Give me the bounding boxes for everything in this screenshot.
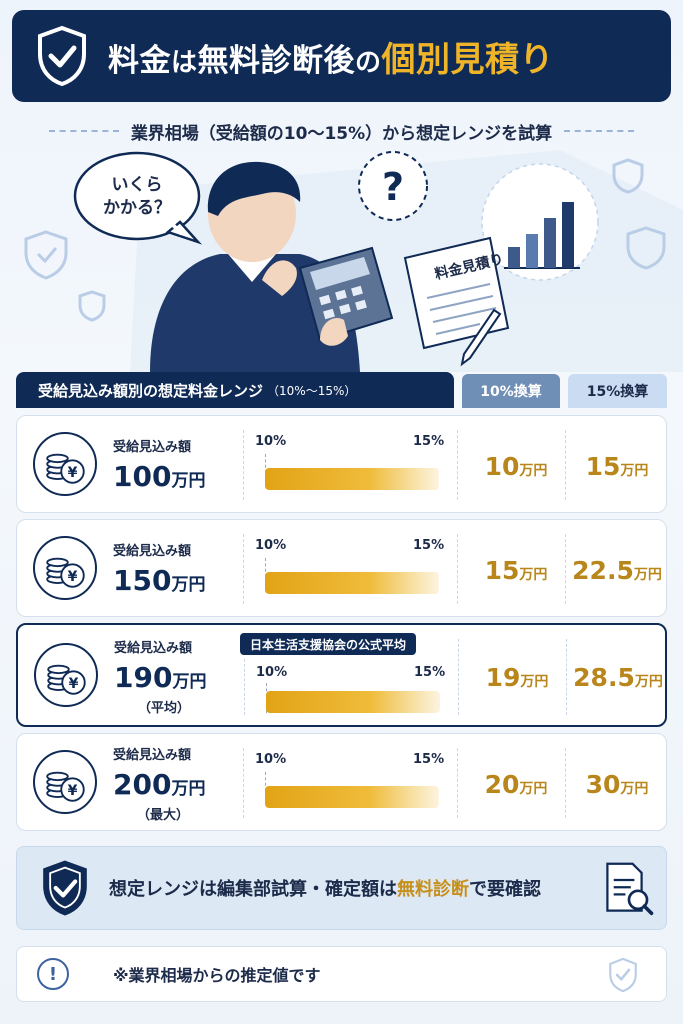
pen-icon	[460, 308, 502, 367]
hero-banner: 料金は無料診断後の個別見積り	[12, 10, 671, 102]
divider	[457, 534, 458, 604]
svg-text:かかる？: かかる？	[103, 198, 171, 218]
shield-check-icon	[38, 25, 86, 87]
range-bar-fill	[265, 786, 439, 808]
amount-label: 受給見込み額	[113, 748, 192, 763]
value-10pct: 19万円	[485, 663, 549, 692]
subheading: 業界相場（受給額の10〜15%）から想定レンジを試算	[0, 117, 683, 145]
yen-coin-icon: ¥	[33, 750, 97, 814]
column-header-15pct: 15%換算	[568, 374, 667, 408]
info-exclamation-icon: !	[37, 958, 69, 990]
amount-value: 150万円	[113, 564, 206, 597]
table-header: 受給見込み額別の想定料金レンジ （10%〜15%） 10%換算 15%換算	[16, 372, 667, 408]
table-header-main: 受給見込み額別の想定料金レンジ （10%〜15%）	[16, 372, 454, 408]
divider	[458, 639, 459, 715]
svg-text:¥: ¥	[68, 783, 78, 799]
table-row: ¥ 受給見込み額 150万円 10% 15% 15万円 22.5万円	[16, 519, 667, 617]
illustration-person-calculator: いくら かかる？ ? 料金見積り	[24, 150, 683, 372]
column-header-10pct: 10%換算	[462, 374, 560, 408]
divider	[243, 748, 244, 818]
divider	[457, 430, 458, 500]
yen-coin-icon: ¥	[33, 432, 97, 496]
divider	[243, 534, 244, 604]
amount-value: 100万円	[113, 460, 206, 493]
question-icon: ?	[358, 151, 428, 221]
divider	[243, 430, 244, 500]
yen-coin-icon: ¥	[33, 536, 97, 600]
value-15pct: 22.5万円	[572, 556, 662, 585]
range-bar	[265, 572, 439, 594]
value-15pct: 28.5万円	[573, 663, 663, 692]
calculator-icon	[298, 246, 394, 346]
value-15pct: 30万円	[585, 770, 649, 799]
range-bar-fill	[266, 691, 440, 713]
svg-text:¥: ¥	[68, 569, 78, 585]
amount-label: 受給見込み額	[113, 440, 192, 455]
pct-low-label: 10%	[255, 434, 287, 449]
value-10pct: 15万円	[484, 556, 548, 585]
divider	[457, 748, 458, 818]
pct-high-label: 15%	[413, 538, 445, 553]
shield-icon-deco	[24, 158, 666, 322]
footnote-text: ※業界相場からの推定値です	[113, 966, 321, 985]
svg-text:いくら: いくら	[112, 175, 163, 195]
amount-value: 190万円	[114, 661, 207, 694]
estimate-document-icon: 料金見積り	[403, 236, 510, 350]
amount-value: 200万円	[113, 768, 206, 801]
range-bar-fill	[265, 572, 439, 594]
value-15pct: 15万円	[585, 452, 649, 481]
divider	[566, 639, 567, 715]
divider	[244, 659, 245, 715]
svg-text:?: ?	[382, 165, 404, 209]
pct-high-label: 15%	[414, 665, 446, 680]
shield-check-icon	[609, 957, 637, 993]
divider	[565, 534, 566, 604]
range-bar	[265, 786, 439, 808]
yen-coin-icon: ¥	[34, 643, 98, 707]
amount-note: （平均）	[138, 701, 191, 716]
pct-high-label: 15%	[413, 752, 445, 767]
range-bar	[265, 468, 439, 490]
range-bar-fill	[265, 468, 439, 490]
pct-low-label: 10%	[255, 752, 287, 767]
value-10pct: 10万円	[484, 452, 548, 481]
footnote: ! ※業界相場からの推定値です	[16, 946, 667, 1002]
pct-low-label: 10%	[255, 538, 287, 553]
range-bar	[266, 691, 440, 713]
value-10pct: 20万円	[484, 770, 548, 799]
table-row: ¥ 受給見込み額 200万円 （最大） 10% 15% 20万円 30万円	[16, 733, 667, 831]
amount-label: 受給見込み額	[114, 641, 193, 656]
shield-check-icon	[43, 860, 87, 916]
pct-high-label: 15%	[413, 434, 445, 449]
divider	[565, 748, 566, 818]
amount-note: （最大）	[137, 808, 190, 823]
subheading-text: 業界相場（受給額の10〜15%）から想定レンジを試算	[130, 123, 553, 144]
page-title: 料金は無料診断後の個別見積り	[108, 39, 555, 80]
svg-text:¥: ¥	[69, 676, 79, 692]
dash-divider-right	[564, 130, 635, 132]
dash-divider-left	[48, 130, 119, 132]
document-search-icon	[606, 862, 654, 916]
amount-label: 受給見込み額	[113, 544, 192, 559]
divider	[565, 430, 566, 500]
svg-text:¥: ¥	[68, 465, 78, 481]
table-row: ¥ 受給見込み額 100万円 10% 15% 10万円 15万円	[16, 415, 667, 513]
pct-low-label: 10%	[256, 665, 288, 680]
official-average-badge: 日本生活支援協会の公式平均	[240, 633, 417, 655]
bar-chart-icon	[481, 163, 599, 281]
table-row-average: ¥ 受給見込み額 190万円 （平均） 日本生活支援協会の公式平均 10% 15…	[16, 623, 667, 727]
confirmation-callout: 想定レンジは編集部試算・確定額は無料診断で要確認	[16, 846, 667, 930]
speech-bubble: いくら かかる？	[73, 151, 203, 245]
callout-text: 想定レンジは編集部試算・確定額は無料診断で要確認	[109, 879, 541, 900]
